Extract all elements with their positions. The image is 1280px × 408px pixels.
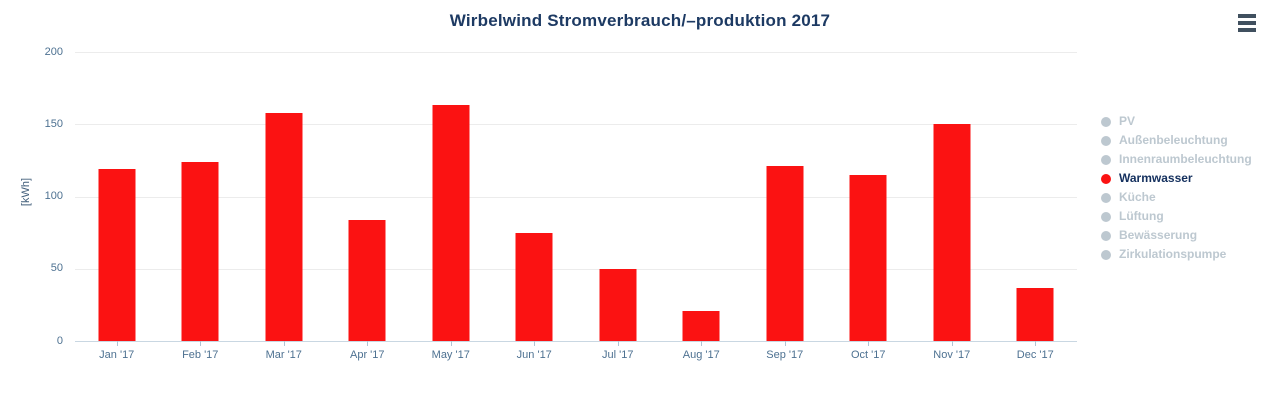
legend-bullet-icon bbox=[1101, 173, 1111, 184]
x-axis-label: Sep '17 bbox=[766, 349, 804, 361]
y-axis-tick-label: 0 bbox=[56, 334, 63, 347]
y-axis-tick-label: 100 bbox=[44, 190, 63, 202]
chart-bar[interactable] bbox=[933, 124, 971, 341]
category-column: Mar '17 bbox=[242, 52, 326, 361]
legend-bullet-icon bbox=[1101, 211, 1111, 222]
x-axis-tick bbox=[200, 341, 202, 346]
x-axis-tick bbox=[283, 341, 285, 346]
chart-bar[interactable] bbox=[181, 161, 219, 341]
legend-item-l-ftung[interactable]: Lüftung bbox=[1101, 207, 1252, 226]
y-gridline bbox=[75, 196, 1077, 198]
category-column: Jan '17 bbox=[75, 52, 159, 361]
x-axis-label: May '17 bbox=[431, 349, 470, 361]
chart-bar[interactable] bbox=[682, 310, 720, 341]
plot-area: Jan '17 Feb '17 Mar '17 Apr '17 May '17 Jun '… bbox=[75, 52, 1078, 361]
chart-title: Wirbelwind Stromverbrauch/–produktion 20… bbox=[449, 11, 831, 30]
y-gridline bbox=[75, 52, 1077, 53]
category-column: Jun '17 bbox=[493, 52, 577, 361]
chart-bar[interactable] bbox=[599, 268, 637, 341]
menu-line bbox=[1238, 21, 1256, 25]
y-axis-tick-label: 150 bbox=[44, 117, 63, 130]
category-column: Jul '17 bbox=[576, 52, 660, 361]
legend-item-label: Lüftung bbox=[1119, 209, 1164, 223]
legend-bullet-icon bbox=[1101, 249, 1111, 260]
legend-item-label: Innenraumbeleuchtung bbox=[1119, 152, 1252, 166]
category-column: Aug '17 bbox=[660, 52, 744, 361]
legend: PV Außenbeleuchtung Innenraumbeleuchtung Wa… bbox=[1101, 112, 1252, 264]
x-axis-label: Dec '17 bbox=[1016, 349, 1054, 361]
legend-item-pv[interactable]: PV bbox=[1101, 112, 1252, 131]
legend-item-label: Zirkulationspumpe bbox=[1119, 247, 1227, 261]
chart-bar[interactable] bbox=[766, 166, 804, 341]
category-column: Apr '17 bbox=[326, 52, 410, 361]
x-axis-tick bbox=[116, 341, 118, 346]
x-axis-label: Apr '17 bbox=[349, 349, 385, 361]
legend-item-label: Bewässerung bbox=[1119, 228, 1198, 242]
x-axis-label: Jan '17 bbox=[99, 349, 135, 361]
y-gridline bbox=[75, 268, 1077, 270]
category-column: Nov '17 bbox=[910, 52, 994, 361]
x-axis-tick bbox=[1035, 341, 1037, 346]
legend-item-label: PV bbox=[1119, 114, 1136, 128]
x-axis-label: Jun '17 bbox=[516, 349, 552, 361]
category-column: Feb '17 bbox=[159, 52, 243, 361]
legend-item-label: Außenbeleuchtung bbox=[1119, 133, 1228, 147]
x-axis-label: Feb '17 bbox=[182, 349, 219, 361]
chart-bar[interactable] bbox=[265, 112, 303, 341]
legend-bullet-icon bbox=[1101, 192, 1111, 203]
category-column: Oct '17 bbox=[827, 52, 911, 361]
chart-bar[interactable] bbox=[1016, 287, 1054, 341]
chart-bar[interactable] bbox=[348, 219, 386, 341]
chart-bar[interactable] bbox=[515, 232, 553, 341]
x-axis-tick bbox=[701, 341, 703, 346]
menu-line bbox=[1238, 28, 1256, 32]
hamburger-menu-icon[interactable] bbox=[1238, 14, 1256, 32]
legend-item-bew-sserung[interactable]: Bewässerung bbox=[1101, 226, 1252, 245]
category-column: Sep '17 bbox=[743, 52, 827, 361]
y-axis-tick-label: 50 bbox=[50, 262, 63, 275]
legend-item-au-enbeleuchtung[interactable]: Außenbeleuchtung bbox=[1101, 131, 1252, 150]
chart-bar[interactable] bbox=[98, 169, 136, 341]
category-column: Dec '17 bbox=[994, 52, 1078, 361]
legend-item-label: Warmwasser bbox=[1119, 171, 1193, 185]
y-gridline bbox=[75, 124, 1077, 126]
x-axis-label: Aug '17 bbox=[682, 349, 720, 361]
legend-item-k-che[interactable]: Küche bbox=[1101, 188, 1252, 207]
x-axis-tick bbox=[868, 341, 870, 346]
y-axis-tick-label: 200 bbox=[44, 45, 63, 58]
legend-bullet-icon bbox=[1101, 154, 1111, 165]
chart-bar[interactable] bbox=[849, 174, 887, 341]
legend-bullet-icon bbox=[1101, 230, 1111, 241]
legend-item-label: Küche bbox=[1119, 190, 1156, 204]
x-axis-tick bbox=[367, 341, 369, 346]
legend-item-innenraumbeleuchtung[interactable]: Innenraumbeleuchtung bbox=[1101, 150, 1252, 169]
x-axis-tick bbox=[534, 341, 536, 346]
x-axis-label: Nov '17 bbox=[933, 349, 971, 361]
x-axis-tick bbox=[951, 341, 953, 346]
legend-bullet-icon bbox=[1101, 135, 1111, 146]
x-axis-tick bbox=[450, 341, 452, 346]
legend-item-zirkulationspumpe[interactable]: Zirkulationspumpe bbox=[1101, 245, 1252, 264]
x-axis-tick bbox=[617, 341, 619, 346]
x-axis-label: Oct '17 bbox=[850, 349, 886, 361]
x-axis-label: Jul '17 bbox=[602, 349, 634, 361]
chart-bar[interactable] bbox=[432, 105, 470, 341]
x-axis-label: Mar '17 bbox=[265, 349, 302, 361]
x-axis-tick bbox=[784, 341, 786, 346]
category-column: May '17 bbox=[409, 52, 493, 361]
legend-item-warmwasser[interactable]: Warmwasser bbox=[1101, 169, 1252, 188]
legend-bullet-icon bbox=[1101, 116, 1111, 127]
menu-line bbox=[1238, 14, 1256, 18]
